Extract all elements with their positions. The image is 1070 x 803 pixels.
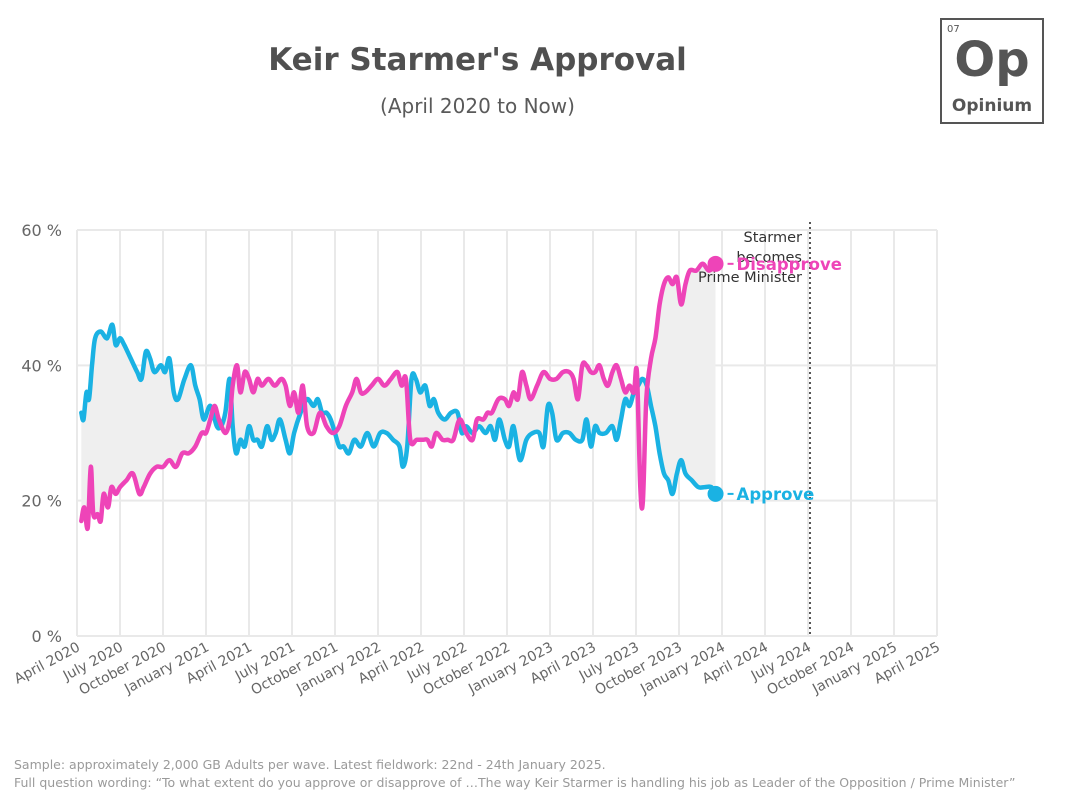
approve-series-label: Approve xyxy=(737,485,815,504)
disapprove-series-line xyxy=(79,261,718,532)
footer-sample-note: Sample: approximately 2,000 GB Adults pe… xyxy=(14,757,606,772)
approve-end-marker xyxy=(707,485,724,502)
opinium-logo: 07 Op Opinium xyxy=(940,18,1044,124)
y-tick-label: 40 % xyxy=(21,356,62,375)
logo-symbol: Op xyxy=(954,32,1030,88)
y-tick-label: 20 % xyxy=(21,492,62,511)
disapprove-series-label: Disapprove xyxy=(737,255,842,274)
logo-name: Opinium xyxy=(951,96,1033,116)
annotation-text: becomes xyxy=(736,250,802,266)
gap-fill-area xyxy=(81,263,716,528)
approve-series-line xyxy=(79,322,718,497)
y-tick-label: 0 % xyxy=(32,627,62,646)
annotation-text: Starmer xyxy=(744,230,803,246)
chart-subtitle: (April 2020 to Now) xyxy=(380,94,575,118)
disapprove-end-marker xyxy=(707,255,724,272)
y-tick-label: 60 % xyxy=(21,221,62,240)
annotation-text: Prime Minister xyxy=(698,270,802,286)
footer-question-wording: Full question wording: “To what extent d… xyxy=(14,775,1016,790)
chart-title: Keir Starmer's Approval xyxy=(268,42,687,78)
logo-number: 07 xyxy=(947,24,960,35)
